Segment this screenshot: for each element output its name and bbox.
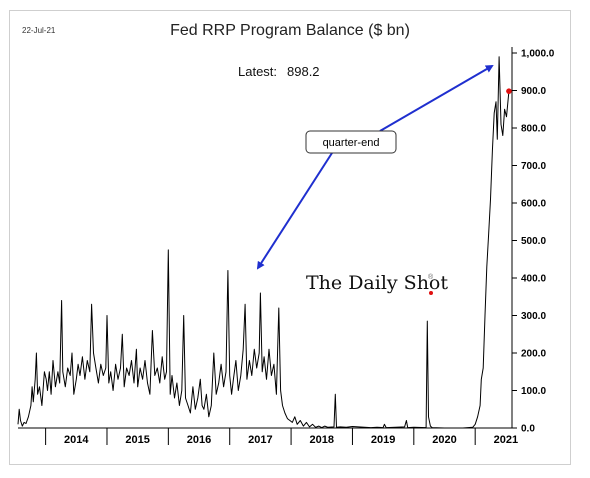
watermark-dot: [429, 291, 433, 295]
x-tick-label: 2018: [310, 434, 334, 446]
y-tick-label: 1,000.0: [521, 49, 555, 60]
watermark-text: The Daily Shot: [306, 272, 448, 294]
rrp-balance-line: [17, 56, 510, 429]
x-tick-label: 2016: [187, 434, 211, 446]
latest-readout: Latest: 898.2: [238, 64, 320, 79]
latest-value: 898.2: [287, 64, 320, 79]
y-tick-label: 700.0: [521, 161, 546, 172]
callout-label: quarter-end: [323, 137, 380, 149]
y-tick-label: 800.0: [521, 124, 546, 135]
y-tick-label: 0.0: [521, 424, 535, 435]
y-tick-label: 500.0: [521, 236, 546, 247]
y-axis: 0.0 100.0 200.0 300.0 400.0 500.0 600.0 700.0 80…: [511, 47, 555, 435]
x-axis: 2014 2015 2016 2017 2018 2019 2020 2021: [18, 427, 518, 446]
x-tick-label: 2017: [248, 434, 272, 446]
x-tick-label: 2021: [494, 434, 518, 446]
y-tick-label: 200.0: [521, 349, 546, 360]
x-tick-label: 2020: [432, 434, 456, 446]
y-tick-label: 600.0: [521, 199, 546, 210]
y-tick-label: 300.0: [521, 311, 546, 322]
callout-arrow-down: [256, 152, 333, 270]
x-tick-label: 2014: [64, 434, 89, 446]
callout-box: [305, 130, 397, 154]
quarter-end-callout: quarter-end: [256, 64, 494, 270]
x-tick-label: 2015: [125, 434, 149, 446]
latest-marker: [506, 88, 512, 94]
y-tick-label: 400.0: [521, 274, 546, 285]
chart-frame: [9, 10, 571, 465]
callout-arrow-up: [379, 64, 494, 132]
date-stamp: 22-Jul-21: [22, 26, 56, 35]
y-tick-label: 100.0: [521, 386, 546, 397]
watermark: The Daily Shot ®: [306, 272, 448, 295]
y-tick-label: 900.0: [521, 86, 546, 97]
chart-title: Fed RRP Program Balance ($ bn): [170, 22, 410, 39]
latest-label: Latest:: [238, 64, 277, 79]
x-tick-label: 2019: [371, 434, 395, 446]
watermark-mark: ®: [428, 273, 434, 281]
